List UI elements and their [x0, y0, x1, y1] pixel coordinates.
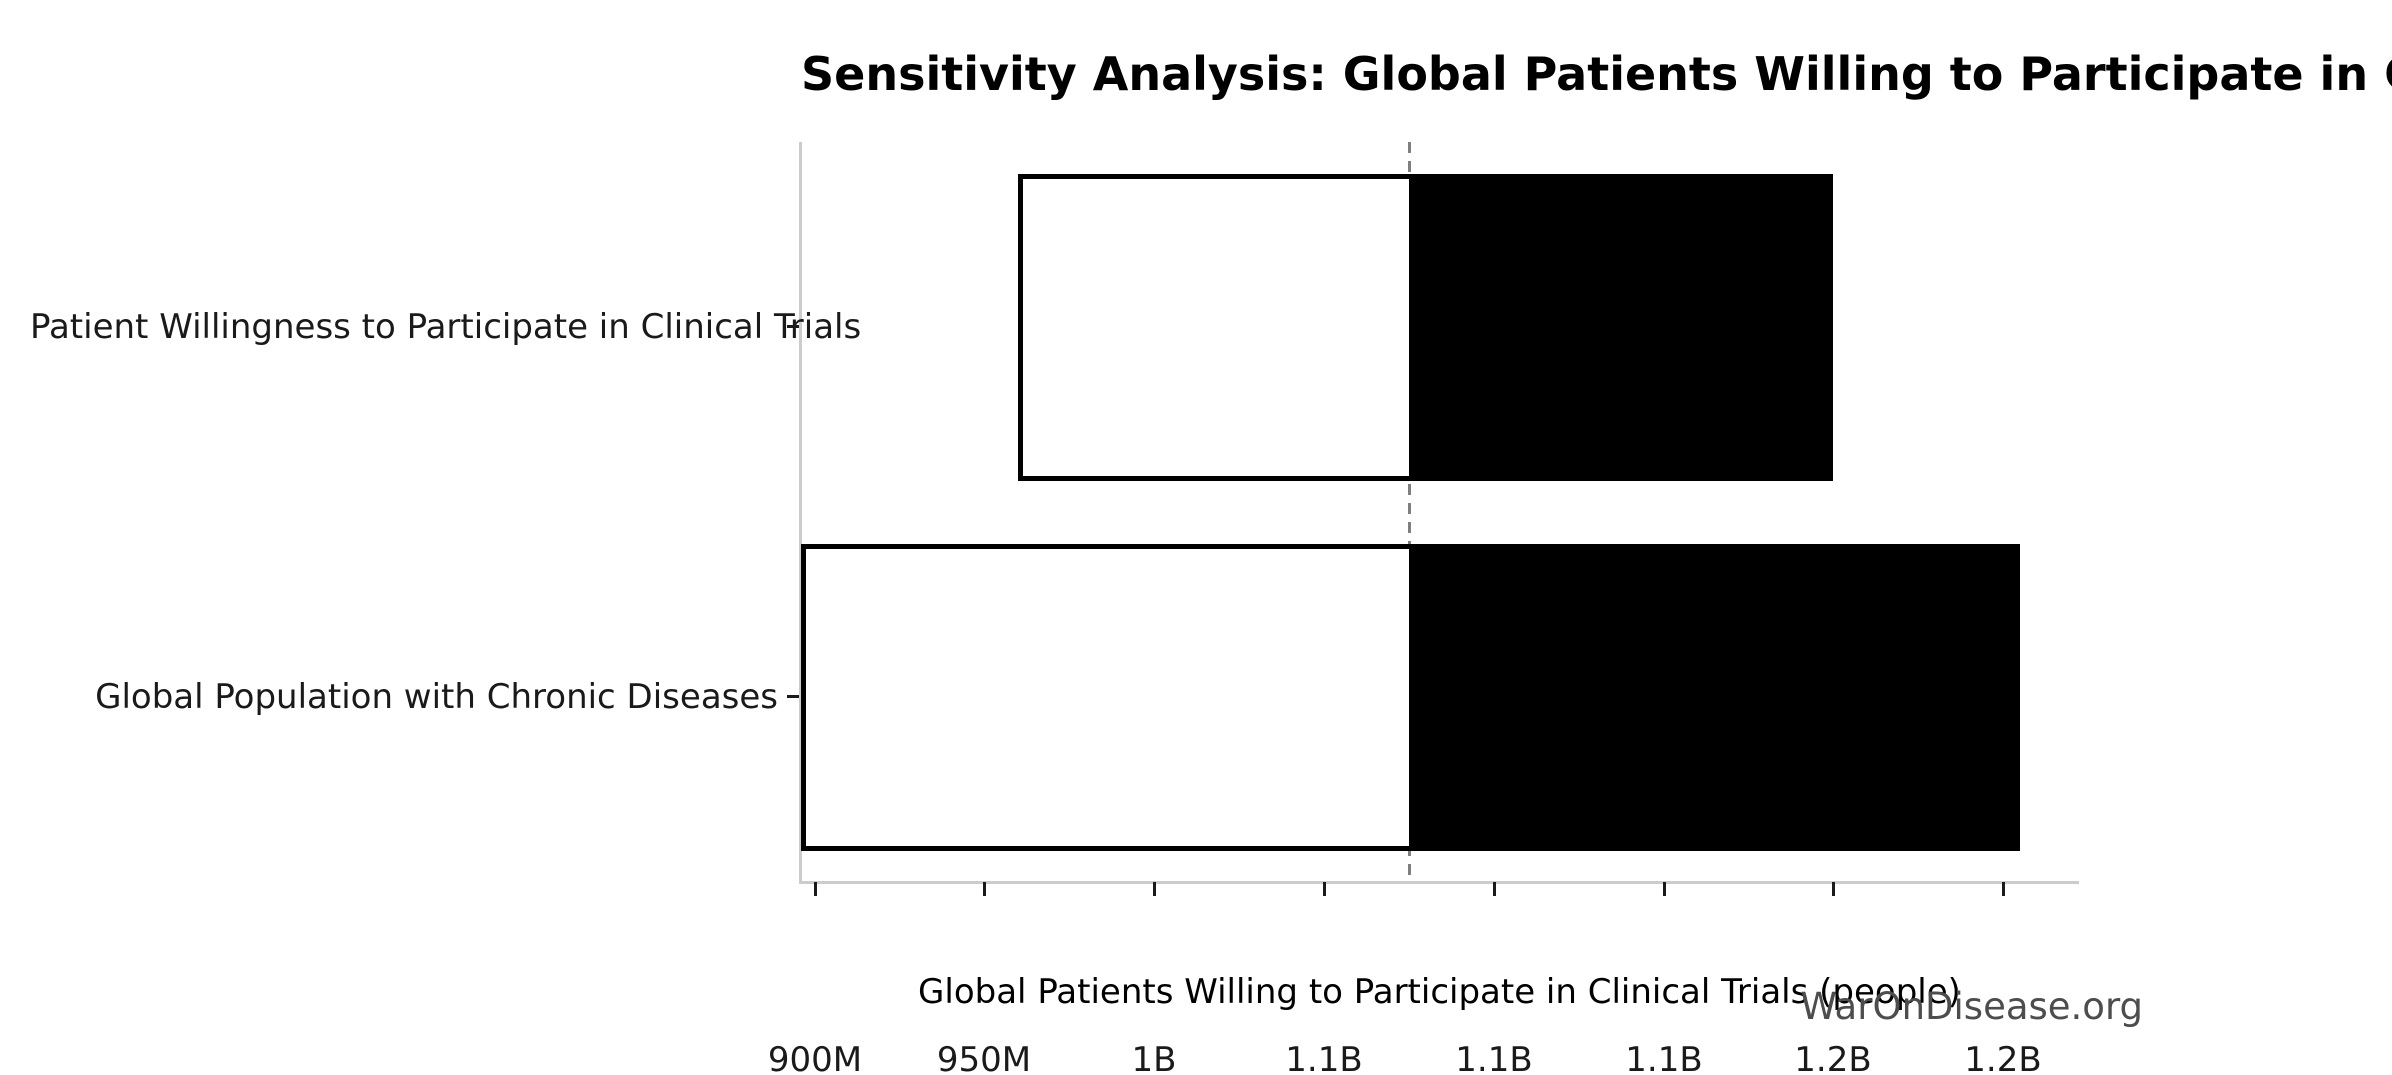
tornado-bar [801, 544, 2020, 851]
chart-title: Sensitivity Analysis: Global Patients Wi… [801, 47, 2392, 101]
y-tick [787, 325, 799, 328]
watermark: WarOnDisease.org [1800, 985, 2143, 1028]
x-tick-label: 950M [936, 1040, 1032, 1075]
x-tick [2002, 882, 2005, 896]
x-tick-label: 1.1B [1455, 1040, 1533, 1075]
x-tick [814, 882, 817, 896]
y-axis-spine [799, 142, 802, 882]
base-value-dashed-line [1407, 142, 1411, 882]
x-tick [983, 882, 986, 896]
x-tick-label: 1.2B [1794, 1040, 1872, 1075]
x-tick-label: 1.1B [1285, 1040, 1363, 1075]
tornado-bar [1018, 174, 1833, 481]
x-tick-label: 1.2B [1964, 1040, 2042, 1075]
x-tick [1832, 882, 1835, 896]
bar-high-segment [1409, 544, 2020, 851]
x-tick [1663, 882, 1666, 896]
x-tick-label: 1B [1131, 1040, 1177, 1075]
plot-area: Patient Willingness to Participate in Cl… [30, 142, 2079, 1075]
y-tick [787, 695, 799, 698]
x-tick-label: 900M [767, 1040, 863, 1075]
y-tick-label: Global Population with Chronic Diseases [95, 677, 778, 717]
x-tick-label: 1.1B [1625, 1040, 1703, 1075]
x-tick [1323, 882, 1326, 896]
x-axis-spine [799, 881, 2079, 884]
x-axis-label: Global Patients Willing to Participate i… [918, 972, 1961, 1012]
x-tick [1153, 882, 1156, 896]
y-tick-label: Patient Willingness to Participate in Cl… [30, 307, 862, 347]
bar-high-segment [1409, 174, 1833, 481]
x-tick [1493, 882, 1496, 896]
